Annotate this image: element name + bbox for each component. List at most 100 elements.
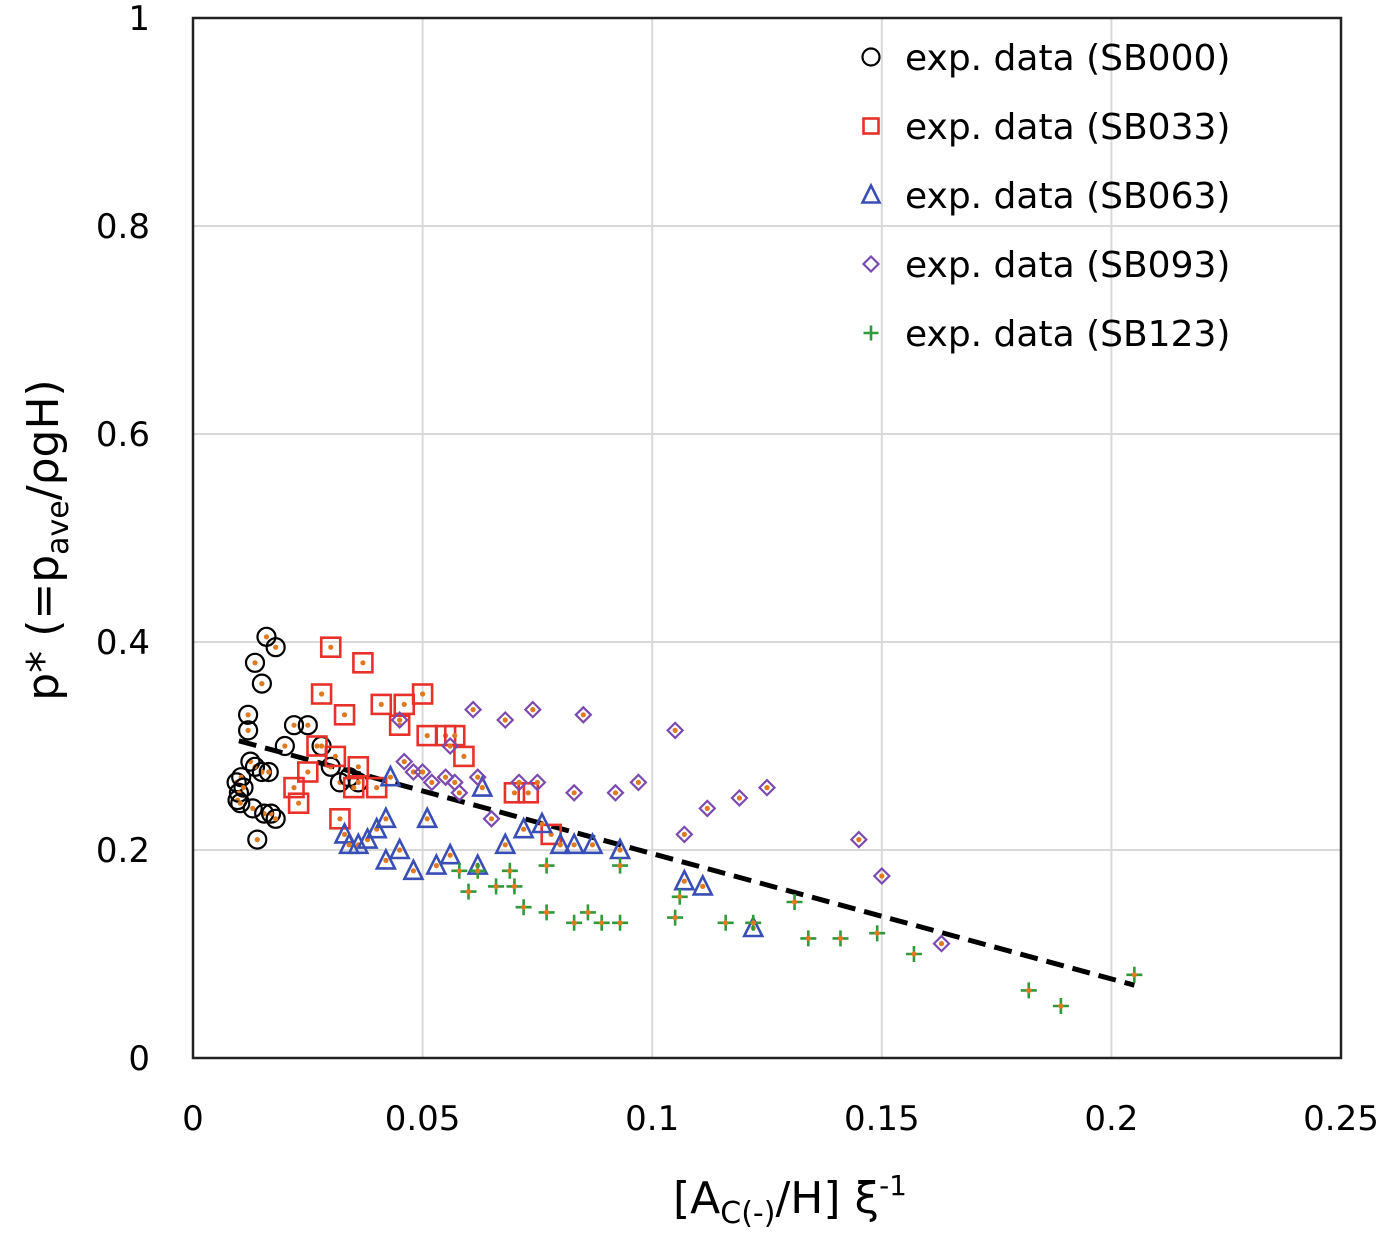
data-point xyxy=(329,807,351,830)
marker-center-dot xyxy=(805,935,811,942)
data-point xyxy=(488,878,505,895)
marker-center-dot xyxy=(1026,987,1032,994)
legend-label: exp. data (SB033) xyxy=(905,107,1230,148)
data-point xyxy=(1126,966,1143,983)
marker-shape xyxy=(370,693,393,716)
marker-center-dot xyxy=(378,701,384,708)
marker-center-dot xyxy=(475,868,481,874)
data-point xyxy=(512,816,535,839)
marker-center-dot xyxy=(237,800,243,806)
data-point xyxy=(342,776,365,799)
marker-shape xyxy=(441,736,460,756)
data-point xyxy=(517,781,540,804)
legend-marker xyxy=(863,325,879,341)
y-tick-label: 0.6 xyxy=(96,415,150,455)
marker-shape xyxy=(453,745,475,768)
marker-center-dot xyxy=(240,785,247,791)
marker-center-dot xyxy=(704,805,710,812)
plot-area-frame xyxy=(191,16,1343,1060)
marker-center-dot xyxy=(599,920,605,926)
data-point xyxy=(1020,982,1037,999)
data-point xyxy=(468,768,487,787)
marker-shape xyxy=(512,816,535,839)
marker-center-dot xyxy=(502,717,508,723)
marker-shape xyxy=(528,773,547,792)
data-point xyxy=(352,651,374,674)
marker-center-dot xyxy=(502,842,508,848)
data-point xyxy=(574,705,593,724)
marker-shape xyxy=(319,636,342,659)
marker-center-dot xyxy=(507,868,513,874)
marker-center-dot xyxy=(387,774,394,780)
marker-center-dot xyxy=(530,707,536,713)
legend-marker xyxy=(861,47,881,67)
data-point xyxy=(523,700,542,719)
data-point xyxy=(333,703,356,726)
data-point xyxy=(283,776,305,799)
marker-shape xyxy=(675,825,694,844)
marker-shape xyxy=(390,710,409,730)
data-point xyxy=(287,792,310,815)
marker-shape xyxy=(861,254,881,274)
marker-shape xyxy=(471,774,494,797)
marker-center-dot xyxy=(723,920,729,926)
marker-center-dot xyxy=(470,707,476,713)
data-point xyxy=(379,764,402,787)
data-points xyxy=(226,626,1143,1014)
marker-shape xyxy=(861,47,881,67)
marker-center-dot xyxy=(291,722,297,728)
marker-center-dot xyxy=(296,800,302,806)
dashed-trend-line xyxy=(238,738,1136,988)
marker-center-dot xyxy=(401,759,407,765)
marker-shape xyxy=(296,761,319,783)
data-point xyxy=(471,774,494,797)
data-point xyxy=(251,673,272,694)
marker-shape xyxy=(436,768,455,787)
marker-shape xyxy=(450,783,469,802)
data-point xyxy=(800,930,817,947)
marker-shape xyxy=(287,792,310,815)
data-point xyxy=(238,720,259,741)
marker-center-dot xyxy=(571,920,577,926)
marker-shape xyxy=(439,842,462,865)
marker-center-dot xyxy=(273,644,279,650)
marker-shape xyxy=(374,847,397,870)
trend-line-group xyxy=(238,738,1136,988)
legend-label: exp. data (SB093) xyxy=(905,245,1230,286)
marker-shape xyxy=(333,703,356,726)
marker-center-dot xyxy=(360,660,366,666)
marker-shape xyxy=(247,829,268,850)
marker-center-dot xyxy=(420,769,426,775)
marker-shape xyxy=(425,852,448,875)
data-point xyxy=(365,776,388,799)
x-tick-label: 0.2 xyxy=(1084,1099,1138,1139)
data-point xyxy=(441,736,460,756)
marker-center-dot xyxy=(341,712,348,718)
data-point xyxy=(422,773,441,792)
data-point xyxy=(666,721,685,740)
legend-label: exp. data (SB123) xyxy=(905,314,1230,355)
marker-center-dot xyxy=(401,701,407,708)
data-point xyxy=(283,715,305,736)
marker-center-dot xyxy=(250,805,256,812)
marker-center-dot xyxy=(677,894,683,900)
marker-shape xyxy=(310,683,333,705)
marker-center-dot xyxy=(420,691,426,697)
data-point xyxy=(579,904,596,921)
marker-shape xyxy=(411,683,434,705)
marker-center-dot xyxy=(511,883,518,890)
data-point xyxy=(388,837,411,860)
data-point xyxy=(872,866,891,886)
marker-center-dot xyxy=(305,769,311,775)
x-tick-label: 0.1 xyxy=(625,1099,679,1139)
series-triangle xyxy=(333,764,765,938)
marker-shape xyxy=(416,805,439,829)
data-point xyxy=(230,793,251,814)
marker-shape xyxy=(244,652,266,673)
data-point xyxy=(319,636,342,659)
data-point xyxy=(745,914,762,931)
marker-shape xyxy=(523,700,542,719)
marker-shape xyxy=(691,873,714,896)
marker-center-dot xyxy=(617,863,623,869)
data-point xyxy=(265,808,286,829)
